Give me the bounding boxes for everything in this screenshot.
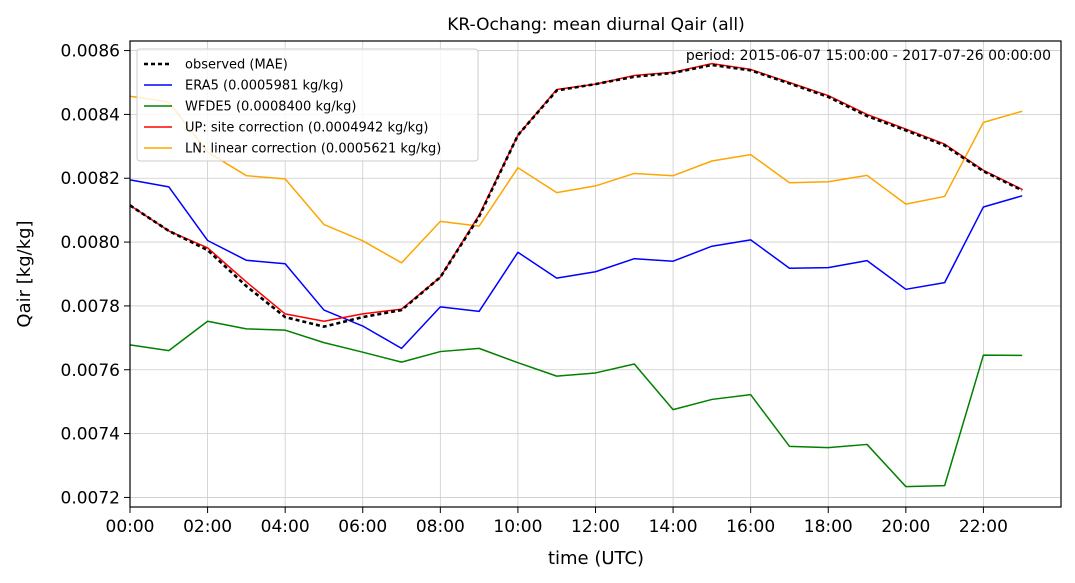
legend: observed (MAE) ERA5 (0.0005981 kg/kg) WFDE… — [136, 48, 479, 162]
y-tick-label: 0.0080 — [61, 233, 120, 253]
y-tick-label: 0.0072 — [61, 488, 120, 508]
period-annotation: period: 2015-06-07 15:00:00 - 2017-07-26… — [686, 48, 1051, 64]
x-axis: 00:00 02:00 04:00 06:00 08:00 10:00 12:00 14:00… — [106, 507, 1008, 537]
y-tick-label: 0.0086 — [61, 42, 120, 62]
y-tick-label: 0.0084 — [61, 105, 120, 125]
legend-label: WFDE5 (0.0008400 kg/kg) — [185, 100, 356, 115]
y-tick-label: 0.0082 — [61, 169, 120, 189]
legend-label: observed (MAE) — [185, 58, 288, 73]
x-tick-label: 22:00 — [959, 517, 1008, 537]
series-line-era5 — [129, 179, 1023, 350]
x-tick-label: 00:00 — [106, 517, 155, 537]
x-tick-label: 04:00 — [261, 517, 310, 537]
series-layer — [129, 62, 1023, 488]
series-line-wfde5 — [129, 320, 1023, 488]
x-tick-label: 14:00 — [649, 517, 698, 537]
x-tick-label: 18:00 — [804, 517, 853, 537]
x-tick-label: 06:00 — [338, 517, 387, 537]
legend-label: UP: site correction (0.0004942 kg/kg) — [185, 121, 428, 136]
y-axis: 0.0072 0.0074 0.0076 0.0078 0.0080 0.0082 0.00… — [61, 42, 130, 508]
x-tick-label: 12:00 — [571, 517, 620, 537]
x-axis-label: time (UTC) — [548, 548, 644, 569]
legend-box — [136, 48, 479, 162]
x-tick-label: 20:00 — [881, 517, 930, 537]
y-tick-label: 0.0078 — [61, 297, 120, 317]
legend-label: LN: linear correction (0.0005621 kg/kg) — [185, 142, 441, 157]
legend-label: ERA5 (0.0005981 kg/kg) — [185, 79, 344, 94]
chart-title: KR-Ochang: mean diurnal Qair (all) — [447, 15, 744, 35]
y-tick-label: 0.0074 — [61, 425, 120, 445]
x-tick-label: 02:00 — [183, 517, 232, 537]
y-axis-label: Qair [kg/kg] — [14, 220, 35, 327]
series-line-observed — [129, 63, 1023, 328]
x-tick-label: 08:00 — [416, 517, 465, 537]
y-tick-label: 0.0076 — [61, 361, 120, 381]
series-line-ln — [129, 95, 1023, 264]
x-tick-label: 16:00 — [726, 517, 775, 537]
x-tick-label: 10:00 — [493, 517, 542, 537]
